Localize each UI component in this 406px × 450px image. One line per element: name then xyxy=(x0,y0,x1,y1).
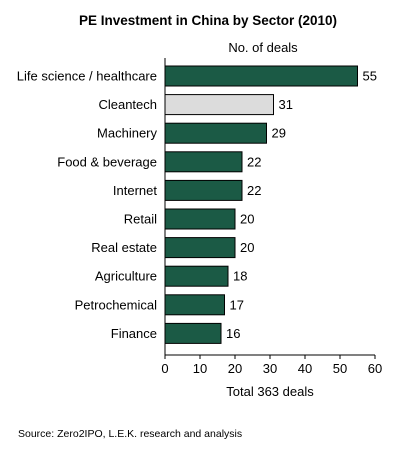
value-label: 31 xyxy=(279,97,293,112)
bar xyxy=(164,179,243,201)
x-tick-label: 60 xyxy=(368,361,382,376)
chart-subtitle: No. of deals xyxy=(228,40,298,55)
x-tick-label: 50 xyxy=(333,361,347,376)
value-label: 18 xyxy=(233,269,247,284)
value-label: 20 xyxy=(240,240,254,255)
bar xyxy=(164,294,225,316)
category-label: Machinery xyxy=(97,126,157,141)
category-label: Petrochemical xyxy=(75,297,157,312)
bar xyxy=(164,237,236,259)
bar xyxy=(164,322,222,344)
value-label: 55 xyxy=(363,69,377,84)
x-axis-label: Total 363 deals xyxy=(226,384,314,399)
category-label: Retail xyxy=(124,212,157,227)
category-label: Cleantech xyxy=(98,97,157,112)
chart-title: PE Investment in China by Sector (2010) xyxy=(79,13,337,28)
value-label: 16 xyxy=(226,326,240,341)
bar xyxy=(164,65,358,87)
x-tick-label: 10 xyxy=(193,361,207,376)
bar xyxy=(164,208,236,230)
category-label: Agriculture xyxy=(95,269,157,284)
category-label: Life science / healthcare xyxy=(17,69,157,84)
source-note: Source: Zero2IPO, L.E.K. research and an… xyxy=(18,428,242,440)
bar xyxy=(164,94,274,116)
bar xyxy=(164,151,243,173)
x-tick-label: 30 xyxy=(263,361,277,376)
x-tick-label: 20 xyxy=(228,361,242,376)
value-label: 20 xyxy=(240,212,254,227)
category-labels: Life science / healthcare Cleantech Machin… xyxy=(17,69,158,341)
category-label: Food & beverage xyxy=(57,154,157,169)
x-tick-label: 40 xyxy=(298,361,312,376)
value-label: 22 xyxy=(247,154,261,169)
x-axis: 0 10 20 30 40 50 60 xyxy=(161,58,382,376)
category-label: Internet xyxy=(113,183,157,198)
bars-group xyxy=(164,65,358,344)
x-tick-label: 0 xyxy=(161,361,168,376)
value-label: 22 xyxy=(247,183,261,198)
value-label: 29 xyxy=(272,126,286,141)
bar xyxy=(164,265,229,287)
category-label: Real estate xyxy=(91,240,157,255)
value-label: 17 xyxy=(230,297,244,312)
value-labels: 55 31 29 22 22 20 20 18 17 16 xyxy=(226,69,377,341)
category-label: Finance xyxy=(111,326,157,341)
bar xyxy=(164,122,267,144)
